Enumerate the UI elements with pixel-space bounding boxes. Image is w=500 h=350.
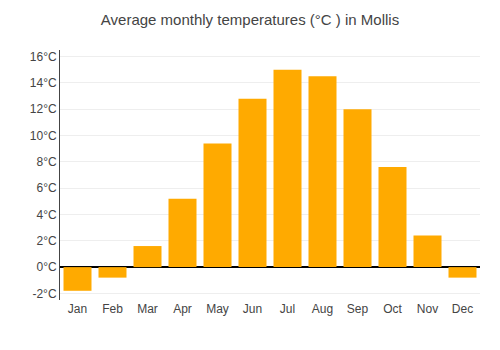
svg-text:0°C: 0°C — [36, 260, 56, 274]
svg-text:10°C: 10°C — [30, 129, 57, 143]
svg-text:2°C: 2°C — [36, 234, 56, 248]
svg-text:Apr: Apr — [173, 302, 192, 316]
svg-text:May: May — [206, 302, 229, 316]
svg-text:Mar: Mar — [137, 302, 158, 316]
svg-text:Feb: Feb — [102, 302, 123, 316]
svg-text:4°C: 4°C — [36, 208, 56, 222]
svg-text:6°C: 6°C — [36, 181, 56, 195]
svg-text:16°C: 16°C — [30, 50, 57, 64]
svg-text:Aug: Aug — [312, 302, 333, 316]
svg-text:Nov: Nov — [417, 302, 438, 316]
svg-text:-2°C: -2°C — [32, 287, 56, 301]
svg-text:Jan: Jan — [68, 302, 87, 316]
svg-text:12°C: 12°C — [30, 102, 57, 116]
svg-text:Dec: Dec — [452, 302, 473, 316]
svg-text:Jul: Jul — [280, 302, 295, 316]
svg-text:Average monthly temperatures (: Average monthly temperatures (°C ) in Mo… — [101, 11, 399, 28]
svg-text:14°C: 14°C — [30, 76, 57, 90]
svg-text:8°C: 8°C — [36, 155, 56, 169]
svg-text:Sep: Sep — [347, 302, 369, 316]
svg-text:Jun: Jun — [243, 302, 262, 316]
svg-text:Oct: Oct — [383, 302, 402, 316]
